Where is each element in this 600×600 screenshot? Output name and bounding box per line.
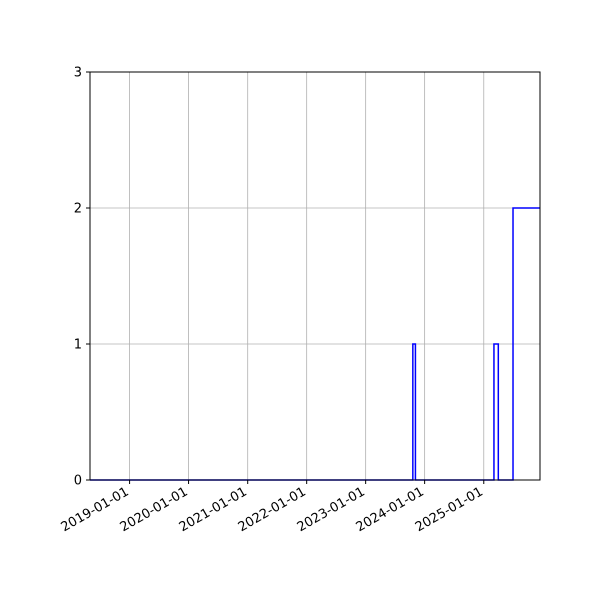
ticks-layer: 2019-01-012020-01-012021-01-012022-01-01… <box>59 66 486 536</box>
y-tick-label: 1 <box>74 338 82 353</box>
grid-layer <box>90 71 540 481</box>
axes-frame <box>89 71 541 481</box>
series-line <box>90 207 540 481</box>
y-tick-label: 0 <box>74 474 82 489</box>
series-layer <box>90 207 540 481</box>
y-tick-label: 3 <box>74 66 82 81</box>
y-tick-label: 2 <box>74 202 82 217</box>
x-tick-label: 2025-01-01 <box>413 484 486 535</box>
